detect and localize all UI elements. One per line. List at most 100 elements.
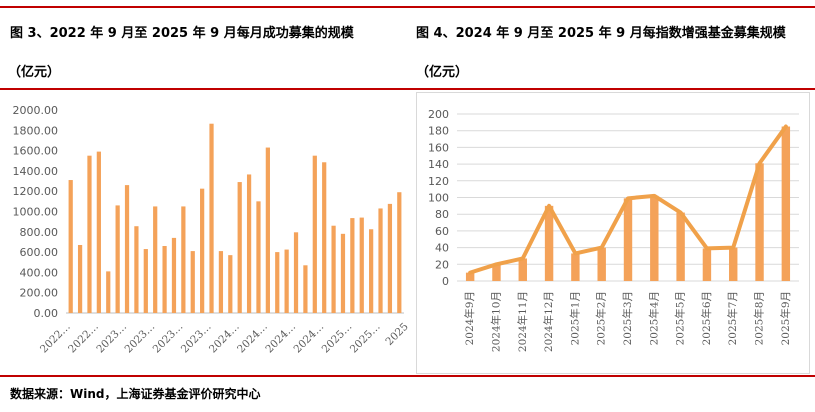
bar xyxy=(218,251,224,313)
x-tick-label: 2025年6月 xyxy=(700,291,713,345)
bar xyxy=(171,237,177,313)
bar xyxy=(387,203,393,313)
x-tick-label: 2024年10月 xyxy=(489,291,502,352)
bar xyxy=(492,264,501,281)
bar xyxy=(96,151,101,313)
x-tick-label: 2024年9月 xyxy=(463,291,476,345)
x-tick-label: 2025年3月 xyxy=(621,291,634,345)
y-tick-label: 180 xyxy=(428,125,449,138)
bar xyxy=(293,232,299,313)
bar xyxy=(369,229,374,313)
bar xyxy=(68,180,73,313)
y-tick-label: 100 xyxy=(428,192,449,205)
header-rule xyxy=(0,88,815,90)
bar xyxy=(181,206,186,313)
bar xyxy=(87,155,92,313)
x-tick-label: 2024… xyxy=(235,321,270,356)
bar xyxy=(124,185,130,313)
bar xyxy=(378,208,383,313)
x-tick-label: 2023… xyxy=(151,321,186,356)
y-tick-label: 200.00 xyxy=(20,287,59,300)
bar xyxy=(134,226,139,313)
bar xyxy=(209,123,214,313)
bar xyxy=(781,126,791,282)
bar xyxy=(350,218,355,313)
y-tick-label: 1400.00 xyxy=(13,165,59,178)
data-source-note: 数据来源：Wind，上海证券基金评价研究中心 xyxy=(10,387,261,401)
x-tick-label: 2025… xyxy=(348,321,383,356)
figure4-unit: （亿元） xyxy=(416,65,469,80)
y-tick-label: 0 xyxy=(442,275,449,288)
bar xyxy=(256,201,261,313)
x-tick-label: 2025年1月 xyxy=(568,291,581,345)
bar xyxy=(200,188,205,313)
bar xyxy=(115,205,120,313)
x-tick-label: 2025年2月 xyxy=(595,291,608,345)
bar xyxy=(312,155,317,313)
footer-rule xyxy=(0,375,815,377)
bar xyxy=(340,233,346,313)
y-tick-label: 1800.00 xyxy=(13,124,59,137)
top-rule xyxy=(0,6,815,8)
bar xyxy=(246,174,252,313)
bar xyxy=(237,182,242,313)
bar xyxy=(106,271,111,313)
y-tick-label: 1600.00 xyxy=(13,145,59,158)
y-tick-label: 600.00 xyxy=(20,246,59,259)
bar xyxy=(359,217,364,313)
chart-index-enhanced-fundraising: 0 20 40 60 80 100 120 140 160 180 200 2024年9月 2024年1… xyxy=(428,108,799,352)
y-tick-label: 80 xyxy=(435,208,449,221)
x-tick-label: 2024… xyxy=(292,321,327,356)
y-tick-label: 2000.00 xyxy=(13,104,59,117)
bar xyxy=(284,249,289,313)
x-tick-label: 2023… xyxy=(179,321,214,356)
x-tick-label: 2024… xyxy=(207,321,242,356)
y-tick-label: 140 xyxy=(428,158,449,171)
bar xyxy=(77,244,83,313)
bar xyxy=(190,251,195,313)
x-tick-label: 2023… xyxy=(123,321,158,356)
bar xyxy=(143,249,148,313)
x-tick-label: 2024年12月 xyxy=(542,291,555,352)
bar xyxy=(303,265,308,313)
y-tick-label: 1000.00 xyxy=(13,206,59,219)
x-tick-label: 2025年4月 xyxy=(647,291,660,345)
bar xyxy=(465,272,475,281)
bar xyxy=(755,163,764,281)
x-tick-label: 2025年7月 xyxy=(726,291,739,345)
x-tick-label: 2024… xyxy=(263,321,298,356)
bar xyxy=(650,195,659,281)
x-tick-label: 2025年8月 xyxy=(753,291,766,345)
bar xyxy=(331,225,336,313)
y-tick-label: 200 xyxy=(428,108,449,121)
y-tick-label: 400.00 xyxy=(20,266,59,279)
x-tick-label: 2023… xyxy=(94,321,129,356)
x-tick-label: 2024年11月 xyxy=(516,291,529,352)
bar xyxy=(544,205,554,281)
bar xyxy=(623,198,633,281)
bar xyxy=(275,252,280,313)
bar xyxy=(397,192,402,313)
y-tick-label: 40 xyxy=(435,242,449,255)
x-tick-label: 2025 xyxy=(383,321,410,348)
bar xyxy=(228,255,233,313)
x-tick-label: 2022… xyxy=(38,321,73,356)
bar xyxy=(597,247,606,281)
bar xyxy=(676,212,685,281)
bar xyxy=(162,246,167,313)
bar xyxy=(153,206,158,313)
y-tick-label: 800.00 xyxy=(20,226,59,239)
y-tick-label: 60 xyxy=(435,225,449,238)
series-line xyxy=(468,124,788,275)
x-tick-label: 2025… xyxy=(320,321,355,356)
chart-index-enhanced-panel: 0 20 40 60 80 100 120 140 160 180 200 2024年9月 2024年1… xyxy=(416,92,810,374)
x-tick-label: 2022… xyxy=(66,321,101,356)
y-tick-label: 1200.00 xyxy=(13,185,59,198)
bar xyxy=(702,248,712,281)
bar xyxy=(322,162,327,313)
bar xyxy=(729,247,738,281)
y-tick-label: 0.00 xyxy=(34,307,59,320)
x-tick-label: 2025年5月 xyxy=(674,291,687,345)
x-tick-label: 2025年9月 xyxy=(779,291,792,345)
bar xyxy=(265,147,270,313)
